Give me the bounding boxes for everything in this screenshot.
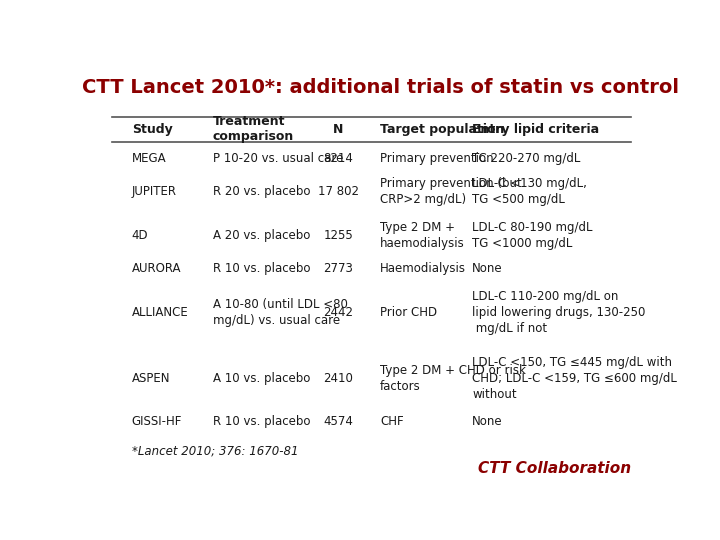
Text: Study: Study — [132, 123, 173, 136]
Text: A 20 vs. placebo: A 20 vs. placebo — [213, 229, 310, 242]
Text: 8214: 8214 — [323, 152, 354, 165]
Text: Treatment
comparison: Treatment comparison — [213, 115, 294, 143]
Text: ALLIANCE: ALLIANCE — [132, 306, 189, 319]
Text: Entry lipid criteria: Entry lipid criteria — [472, 123, 599, 136]
Text: TC 220-270 mg/dL: TC 220-270 mg/dL — [472, 152, 580, 165]
Text: LDL-C <130 mg/dL,
TG <500 mg/dL: LDL-C <130 mg/dL, TG <500 mg/dL — [472, 177, 587, 206]
Text: R 10 vs. placebo: R 10 vs. placebo — [213, 415, 310, 428]
Text: CHF: CHF — [380, 415, 404, 428]
Text: 2442: 2442 — [323, 306, 354, 319]
Text: LDL-C 80-190 mg/dL
TG <1000 mg/dL: LDL-C 80-190 mg/dL TG <1000 mg/dL — [472, 221, 593, 250]
Text: MEGA: MEGA — [132, 152, 166, 165]
Text: Haemodialysis: Haemodialysis — [380, 262, 466, 275]
Text: Target population: Target population — [380, 123, 505, 136]
Text: CTT Collaboration: CTT Collaboration — [478, 461, 631, 476]
Text: AURORA: AURORA — [132, 262, 181, 275]
Text: GISSI-HF: GISSI-HF — [132, 415, 182, 428]
Text: 2410: 2410 — [323, 372, 354, 384]
Text: CTT Lancet 2010*: additional trials of statin vs control: CTT Lancet 2010*: additional trials of s… — [81, 78, 679, 97]
Text: R 20 vs. placebo: R 20 vs. placebo — [213, 185, 310, 198]
Text: None: None — [472, 415, 503, 428]
Text: N: N — [333, 123, 343, 136]
Text: *Lancet 2010; 376: 1670-81: *Lancet 2010; 376: 1670-81 — [132, 445, 298, 458]
Text: LDL-C <150, TG ≤445 mg/dL with
CHD; LDL-C <159, TG ≤600 mg/dL
without: LDL-C <150, TG ≤445 mg/dL with CHD; LDL-… — [472, 355, 677, 401]
Text: JUPITER: JUPITER — [132, 185, 177, 198]
Text: A 10-80 (until LDL <80
mg/dL) vs. usual care: A 10-80 (until LDL <80 mg/dL) vs. usual … — [213, 298, 348, 327]
Text: 17 802: 17 802 — [318, 185, 359, 198]
Text: LDL-C 110-200 mg/dL on
lipid lowering drugs, 130-250
 mg/dL if not: LDL-C 110-200 mg/dL on lipid lowering dr… — [472, 290, 646, 335]
Text: ASPEN: ASPEN — [132, 372, 171, 384]
Text: 1255: 1255 — [323, 229, 354, 242]
Text: P 10-20 vs. usual care: P 10-20 vs. usual care — [213, 152, 343, 165]
Text: Type 2 DM + CHD or risk
factors: Type 2 DM + CHD or risk factors — [380, 363, 526, 393]
Text: None: None — [472, 262, 503, 275]
Text: R 10 vs. placebo: R 10 vs. placebo — [213, 262, 310, 275]
Text: Primary prevention: Primary prevention — [380, 152, 494, 165]
Text: A 10 vs. placebo: A 10 vs. placebo — [213, 372, 310, 384]
Text: 2773: 2773 — [323, 262, 354, 275]
Text: Type 2 DM +
haemodialysis: Type 2 DM + haemodialysis — [380, 221, 465, 250]
Text: Primary prevention (but
CRP>2 mg/dL): Primary prevention (but CRP>2 mg/dL) — [380, 177, 522, 206]
Text: 4574: 4574 — [323, 415, 354, 428]
Text: Prior CHD: Prior CHD — [380, 306, 437, 319]
Text: 4D: 4D — [132, 229, 148, 242]
